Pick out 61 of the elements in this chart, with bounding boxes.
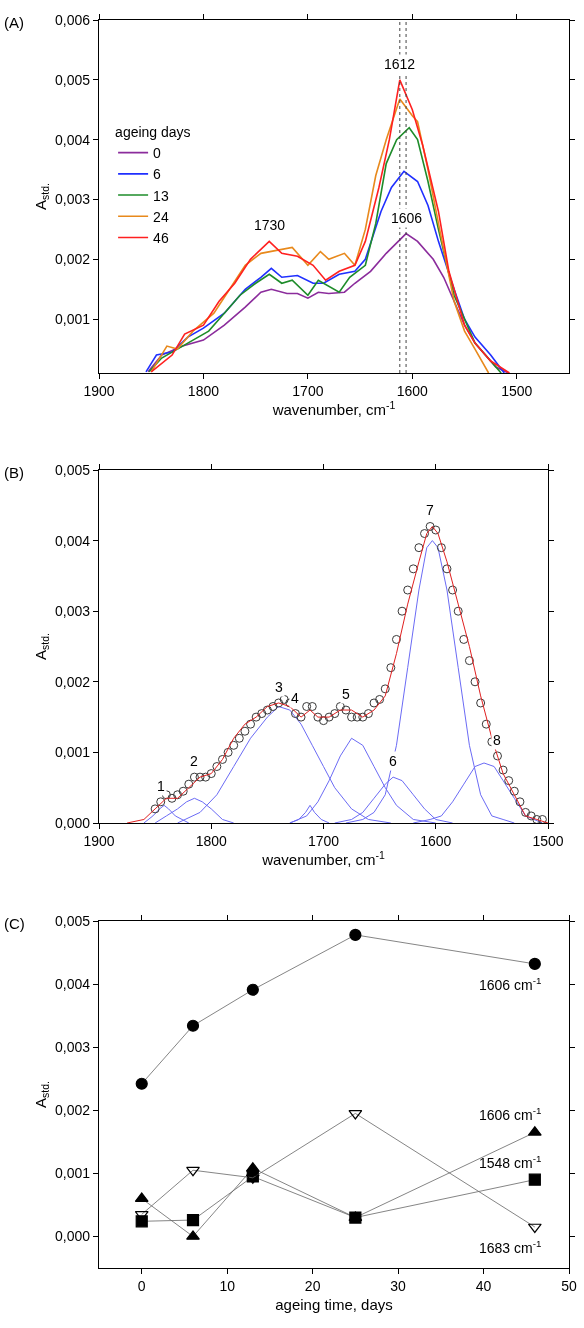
y-tick-label: 0,002: [55, 251, 91, 268]
annotation: 3: [275, 679, 283, 695]
legend-label: 1606 cm$^{-1}$: [479, 975, 542, 993]
legend-label: 0: [153, 145, 162, 162]
x-tick-label: 1600: [420, 832, 452, 849]
y-tick-label: 0,005: [55, 461, 91, 478]
x-tick-label: 1800: [195, 832, 228, 849]
annotation: 1: [157, 778, 165, 794]
x-tick-label: 0: [137, 1277, 146, 1294]
y-tick-label: 0,000: [55, 1228, 91, 1245]
x-tick-label: 10: [219, 1277, 236, 1294]
series-label: 1683 cm$^{-1}$: [479, 1238, 542, 1256]
chart-title: (A): [4, 14, 24, 31]
legend-label: 46: [153, 229, 169, 246]
y-tick-label: 0,003: [55, 1039, 91, 1056]
x-tick-label: 1500: [501, 382, 533, 399]
x-tick-label: 1700: [307, 832, 340, 849]
x-tick-label: 1700: [292, 382, 324, 399]
x-axis-title: wavenumber, cm$^{-1}$: [271, 398, 396, 419]
y-tick-label: 0,004: [55, 131, 91, 148]
x-axis-title: wavenumber, cm$^{-1}$: [261, 848, 386, 869]
chart-title: (B): [4, 464, 24, 481]
y-tick-label: 0,005: [55, 71, 91, 88]
legend-label: 24: [153, 208, 169, 225]
x-tick-label: 1900: [83, 382, 115, 399]
x-tick-label: 30: [390, 1277, 407, 1294]
annotation: 1606: [391, 210, 423, 226]
annotation: 1730: [254, 217, 286, 233]
legend-label: 1606 cm$^{-1}$: [479, 1105, 542, 1123]
annotation: 1612: [384, 56, 416, 72]
y-tick-label: 0,003: [55, 603, 91, 620]
y-tick-label: 0,001: [55, 744, 91, 761]
y-tick-label: 0,006: [55, 11, 91, 28]
legend-label: 6: [153, 166, 162, 183]
chart-title: (C): [4, 915, 25, 932]
y-tick-label: 0,004: [55, 532, 91, 549]
x-axis-title: ageing time, days: [275, 1295, 393, 1313]
x-tick-label: 1500: [532, 832, 564, 849]
annotation: 7: [426, 502, 434, 518]
annotation: 6: [389, 753, 397, 769]
y-tick-label: 0,004: [55, 975, 91, 992]
annotation: 8: [493, 732, 501, 748]
series-label: 1548 cm$^{-1}$: [479, 1153, 542, 1171]
y-tick-label: 0,002: [55, 1102, 91, 1119]
y-tick-label: 0,001: [55, 1165, 91, 1182]
annotation: 4: [291, 690, 299, 706]
x-tick-label: 1900: [83, 832, 115, 849]
x-tick-label: 50: [561, 1277, 577, 1294]
y-tick-label: 0,000: [55, 814, 91, 831]
x-tick-label: 40: [475, 1277, 492, 1294]
legend-label: 13: [153, 187, 169, 204]
y-tick-label: 0,002: [55, 673, 91, 690]
y-tick-label: 0,005: [55, 912, 91, 929]
annotation: 5: [342, 686, 350, 702]
annotation: 2: [190, 753, 198, 769]
legend-title: ageing days: [115, 124, 191, 141]
y-tick-label: 0,003: [55, 191, 91, 208]
x-tick-label: 20: [304, 1277, 321, 1294]
y-tick-label: 0,001: [55, 311, 91, 328]
x-tick-label: 1800: [187, 382, 220, 399]
x-tick-label: 1600: [396, 382, 429, 399]
